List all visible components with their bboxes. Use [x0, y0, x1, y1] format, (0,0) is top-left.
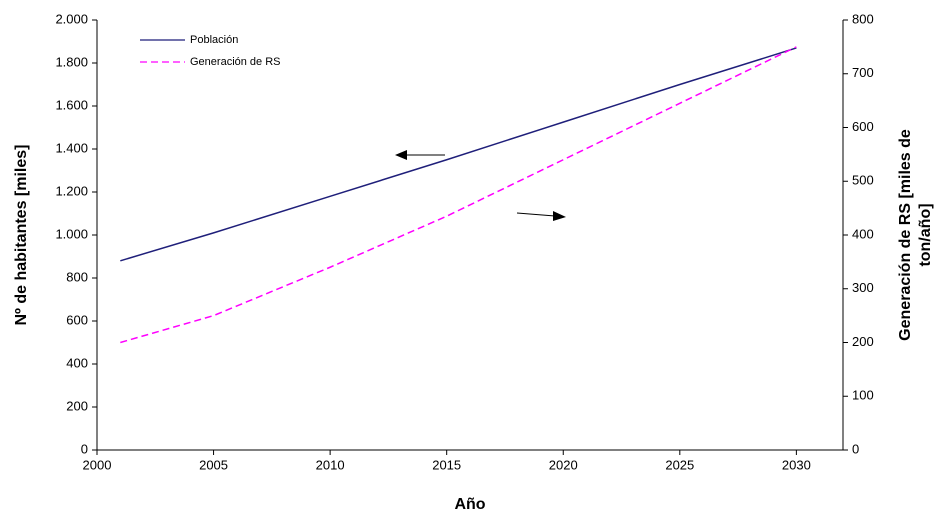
y2-tick-label: 400 — [852, 226, 874, 241]
y-tick-label: 1.800 — [55, 54, 88, 69]
x-tick-label: 2010 — [316, 457, 345, 472]
y2-tick-label: 200 — [852, 334, 874, 349]
series-line — [120, 47, 797, 262]
x-tick-label: 2000 — [83, 457, 112, 472]
y2-tick-label: 800 — [852, 11, 874, 26]
y-tick-label: 600 — [66, 312, 88, 327]
x-tick-label: 2015 — [432, 457, 461, 472]
y-tick-label: 1.600 — [55, 97, 88, 112]
legend-label: Población — [190, 34, 238, 46]
y-tick-label: 200 — [66, 398, 88, 413]
series-line — [120, 46, 797, 344]
x-tick-label: 2020 — [549, 457, 578, 472]
y2-tick-label: 300 — [852, 280, 874, 295]
y2-axis-title: ton/año] — [917, 203, 934, 266]
arrow-right — [516, 211, 566, 221]
y2-tick-label: 600 — [852, 119, 874, 134]
x-tick-label: 2025 — [665, 457, 694, 472]
y-tick-label: 2.000 — [55, 11, 88, 26]
y-axis-title: Nº de habitantes [miles] — [13, 145, 30, 326]
y-tick-label: 400 — [66, 355, 88, 370]
y2-tick-label: 500 — [852, 173, 874, 188]
y2-tick-label: 100 — [852, 388, 874, 403]
arrow-left — [395, 150, 445, 160]
y-tick-label: 0 — [81, 441, 88, 456]
y2-tick-label: 0 — [852, 441, 859, 456]
y-tick-label: 1.400 — [55, 140, 88, 155]
x-axis-title: Año — [454, 496, 485, 513]
y2-tick-label: 700 — [852, 65, 874, 80]
y-tick-label: 1.200 — [55, 183, 88, 198]
y-tick-label: 800 — [66, 269, 88, 284]
legend-label: Generación de RS — [190, 56, 281, 68]
y-tick-label: 1.000 — [55, 226, 88, 241]
x-tick-label: 2030 — [782, 457, 811, 472]
x-tick-label: 2005 — [199, 457, 228, 472]
y2-axis-title: Generación de RS [miles de — [897, 129, 914, 341]
